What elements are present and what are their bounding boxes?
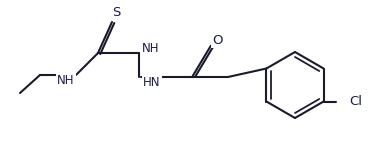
Text: Cl: Cl xyxy=(350,95,362,108)
Text: NH: NH xyxy=(57,74,75,87)
Text: NH: NH xyxy=(142,42,160,54)
Text: S: S xyxy=(112,6,120,20)
Text: HN: HN xyxy=(143,75,161,88)
Text: O: O xyxy=(213,33,223,46)
